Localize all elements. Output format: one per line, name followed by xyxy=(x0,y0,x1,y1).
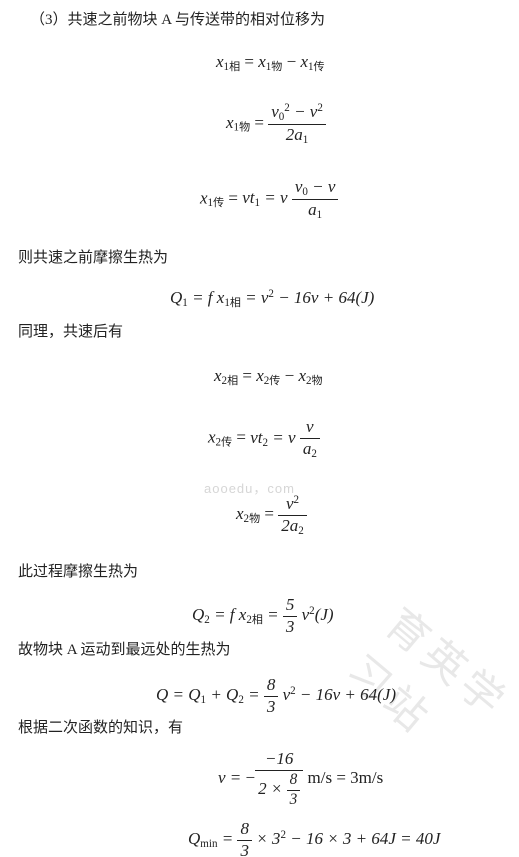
eq-Q1: Q1 = f x1相 = v2 − 16v + 64(J) xyxy=(170,288,374,310)
para-4: 此过程摩擦生热为 xyxy=(18,562,138,583)
para-6: 根据二次函数的知识，有 xyxy=(18,718,183,739)
eq-x1wu: x1物 = v02 − v2 2a1 xyxy=(226,102,326,146)
eq-Qmin: Qmin = 83 × 32 − 16 × 3 + 64J = 40J xyxy=(188,820,440,857)
eq-x2wu: x2物 = v2 2a2 xyxy=(236,494,307,537)
frac-den: 2a1 xyxy=(268,125,326,146)
para-1: （3）共速之前物块 A 与传送带的相对位移为 xyxy=(30,10,325,31)
eq-txt: x1相 = x1物 − x1传 xyxy=(216,52,325,71)
para-3: 同理，共速后有 xyxy=(18,322,123,343)
eq-Q2: Q2 = f x2相 = 53 v2(J) xyxy=(192,596,334,636)
frac-num: v02 − v2 xyxy=(268,102,326,125)
para-5: 故物块 A 运动到最远处的生热为 xyxy=(18,640,231,661)
para-2: 则共速之前摩擦生热为 xyxy=(18,248,168,269)
eq-Qtot: Q = Q1 + Q2 = 83 v2 − 16v + 64(J) xyxy=(156,676,396,716)
eq-x2chuan: x2传 = vt2 = v v a2 xyxy=(208,418,320,460)
eq-x1chuan: x1传 = vt1 = v v0 − v a1 xyxy=(200,178,338,221)
eq-vsol: v = − −16 2 × 83 m/s = 3m/s xyxy=(218,750,383,808)
frac-den: a1 xyxy=(292,200,339,221)
frac-num: v0 − v xyxy=(292,178,339,200)
eq-x1rel: x1相 = x1物 − x1传 xyxy=(216,52,325,74)
eq-x2rel: x2相 = x2传 − x2物 xyxy=(214,366,323,388)
